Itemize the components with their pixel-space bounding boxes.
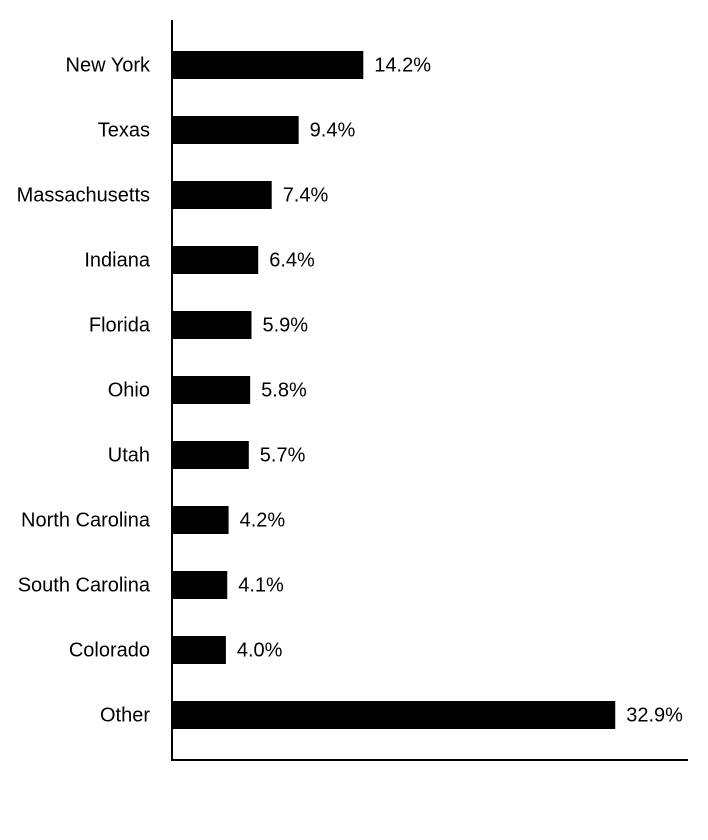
y-tick-label: Colorado xyxy=(69,639,150,661)
value-label: 5.8% xyxy=(261,379,307,401)
bar xyxy=(172,376,251,404)
y-tick-label: Florida xyxy=(89,314,151,336)
bar xyxy=(172,701,616,729)
bar xyxy=(172,506,229,534)
bar xyxy=(172,441,249,469)
y-tick-label: Ohio xyxy=(108,379,150,401)
value-label: 32.9% xyxy=(626,704,683,726)
value-label: 7.4% xyxy=(283,184,329,206)
value-label: 9.4% xyxy=(310,119,356,141)
value-label: 14.2% xyxy=(374,54,431,76)
y-tick-label: Utah xyxy=(108,444,150,466)
value-label: 6.4% xyxy=(269,249,315,271)
y-tick-label: Other xyxy=(100,704,150,726)
bar xyxy=(172,51,364,79)
y-tick-label: South Carolina xyxy=(18,574,151,596)
y-tick-label: Indiana xyxy=(84,249,150,271)
bar xyxy=(172,311,252,339)
bar xyxy=(172,181,272,209)
value-label: 5.9% xyxy=(262,314,308,336)
value-label: 4.2% xyxy=(240,509,286,531)
bar xyxy=(172,116,299,144)
value-label: 4.0% xyxy=(237,639,283,661)
y-tick-label: Texas xyxy=(98,119,150,141)
y-tick-label: North Carolina xyxy=(21,509,151,531)
y-tick-label: New York xyxy=(66,54,151,76)
value-label: 4.1% xyxy=(238,574,284,596)
value-label: 5.7% xyxy=(260,444,306,466)
y-tick-label: Massachusetts xyxy=(17,184,150,206)
bar xyxy=(172,246,259,274)
bar xyxy=(172,571,228,599)
bar xyxy=(172,636,226,664)
